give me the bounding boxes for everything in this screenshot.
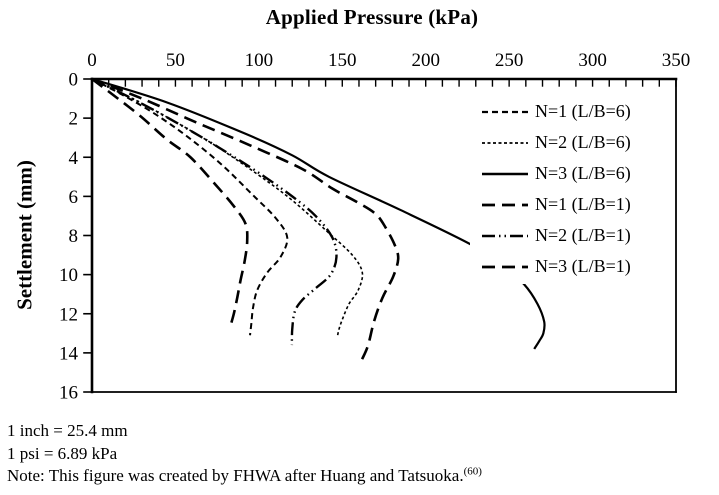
- y-axis-title: Settlement (mm): [12, 160, 37, 310]
- legend-item: N=1 (L/B=1): [482, 189, 670, 220]
- x-tick-label: 250: [495, 50, 524, 71]
- unit-note-inch: 1 inch = 25.4 mm: [7, 421, 128, 440]
- legend-item: N=1 (L/B=6): [482, 96, 670, 127]
- x-axis-tick-labels: 0 50 100 150 200 250 300 350: [87, 50, 690, 71]
- legend-line-sample: [482, 265, 528, 268]
- y-tick-label: 12: [59, 304, 78, 325]
- y-tick-label: 4: [69, 148, 79, 169]
- footnote-ref: (60): [463, 465, 482, 478]
- y-tick-label: 10: [59, 265, 78, 286]
- legend-item-label: N=2 (L/B=1): [535, 225, 631, 245]
- y-axis-ticks: [83, 78, 93, 393]
- legend-item-label: N=3 (L/B=6): [535, 163, 631, 183]
- legend-item: N=2 (L/B=1): [482, 220, 670, 251]
- series-curve: [91, 77, 400, 366]
- series-curve: [91, 77, 249, 328]
- series-curve: [91, 78, 289, 336]
- legend-item-label: N=1 (L/B=1): [535, 194, 631, 214]
- legend-item-label: N=2 (L/B=6): [535, 132, 631, 152]
- legend-item-label: N=1 (L/B=6): [535, 101, 631, 121]
- legend-line-sample: [482, 203, 528, 206]
- x-tick-label: 100: [245, 50, 274, 71]
- x-tick-label: 300: [578, 50, 607, 71]
- x-axis-title: Applied Pressure (kPa): [265, 5, 479, 29]
- legend-item: N=2 (L/B=6): [482, 127, 670, 158]
- x-tick-label: 200: [411, 50, 440, 71]
- y-tick-label: 0: [69, 70, 79, 91]
- source-note: Note: This figure was created by FHWA af…: [7, 465, 482, 488]
- legend: N=1 (L/B=6) N=2 (L/B=6) N=3 (L/B=6) N=1 (L/…: [470, 94, 670, 284]
- legend-item: N=3 (L/B=6): [482, 158, 670, 189]
- y-tick-label: 16: [59, 383, 78, 404]
- series-curve: [91, 78, 364, 338]
- source-note-text: Note: This figure was created by FHWA af…: [7, 466, 464, 485]
- y-axis-tick-labels: 0 2 4 6 8 10 12 14 16: [59, 70, 79, 404]
- legend-line-sample: [482, 141, 528, 144]
- legend-line-sample: [482, 110, 528, 113]
- legend-item: N=3 (L/B=1): [482, 251, 670, 282]
- x-tick-label: 0: [87, 50, 97, 71]
- unit-note-psi: 1 psi = 6.89 kPa: [7, 443, 118, 463]
- y-tick-label: 2: [69, 109, 79, 130]
- y-tick-label: 6: [69, 187, 79, 208]
- y-tick-label: 8: [69, 226, 79, 247]
- y-tick-label: 14: [59, 343, 79, 364]
- legend-item-label: N=3 (L/B=1): [535, 256, 631, 276]
- series-curve: [91, 77, 338, 346]
- x-tick-label: 150: [328, 50, 357, 71]
- x-axis-ticks: [91, 78, 677, 87]
- x-tick-label: 50: [166, 50, 185, 71]
- legend-line-sample: [482, 172, 528, 175]
- footer-notes: 1 inch = 25.4 mm 1 psi = 6.89 kPa Note: …: [7, 420, 482, 488]
- legend-line-sample: [482, 234, 528, 237]
- x-tick-label: 350: [662, 50, 691, 71]
